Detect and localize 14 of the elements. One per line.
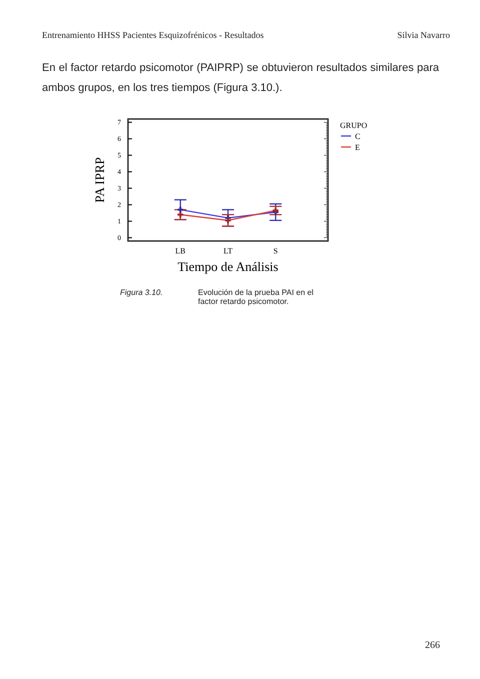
text: Silvia Navarro bbox=[396, 30, 450, 40]
y-axis-title: PA IPRP bbox=[92, 157, 107, 203]
x-tick-label: LT bbox=[223, 246, 233, 256]
text: Evolución de la prueba PAI en el factor retardo psicomotor. bbox=[198, 288, 314, 306]
x-tick-label: S bbox=[273, 246, 278, 256]
text: En el factor retardo psicomotor (PAIPRP) se obtuvieron resultados similares para ambos grupos, en los tres tiempos (Figura 3.10.). bbox=[42, 61, 439, 96]
x-axis-title: Tiempo de Análisis bbox=[178, 259, 278, 274]
text: Entrenamiento HHSS Pacientes Esquizofrénicos - Resultados bbox=[42, 30, 265, 40]
legend-label: E bbox=[355, 143, 360, 152]
x-tick-label: LB bbox=[175, 246, 186, 256]
text: 266 bbox=[424, 640, 440, 651]
legend-title: GRUPO bbox=[340, 121, 368, 130]
text: Figura 3.10. bbox=[120, 288, 163, 297]
legend-label: C bbox=[355, 132, 360, 141]
